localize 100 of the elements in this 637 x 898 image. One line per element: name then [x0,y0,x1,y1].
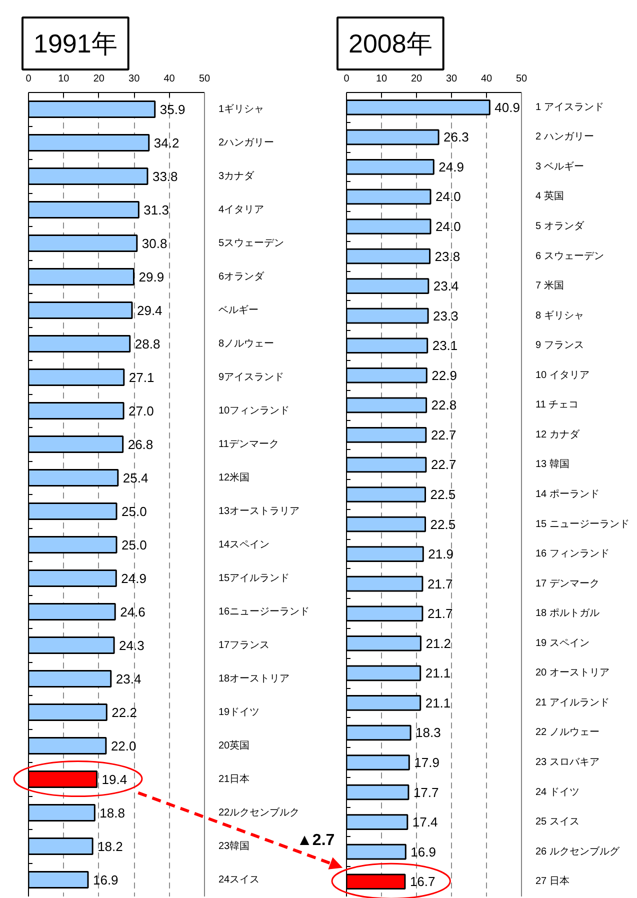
y-tick-label: 19ドイツ [218,706,260,718]
y-tick-label: 14スペイン [218,539,270,550]
y-tick-label: 23 スロバキア [536,757,600,768]
x-tick-label: 0 [344,74,350,84]
y-tick-label: 8ノルウェー [218,338,274,350]
data-label: 22.5 [430,516,456,532]
y-tick-label: 4 英国 [536,190,564,202]
x-tick-label: 20 [93,74,105,84]
data-label: 18.2 [98,838,123,854]
data-label: 24.0 [436,219,461,234]
y-tick-label: 2ハンガリー [218,137,274,148]
y-tick-label: 7 米国 [536,280,564,292]
y-tick-label: 15アイルランド [218,572,290,584]
data-label: 21.1 [425,666,451,681]
y-tick-label: 4イタリア [218,204,264,216]
data-label: 26.3 [444,130,469,145]
chart-title: 1991年 [34,28,118,58]
data-label: 24.9 [121,570,146,586]
data-label: 22.7 [430,427,456,442]
y-tick-label: 24 ドイツ [536,786,580,798]
x-tick-label: 10 [58,74,70,84]
data-label: 17.7 [413,784,439,800]
data-label: 17.4 [412,814,438,830]
data-label: 31.3 [144,202,169,218]
y-tick-label: 13オーストラリア [218,506,300,517]
x-tick-label: 0 [26,74,32,84]
data-label: 19.4 [102,772,128,787]
y-tick-label: 8 ギリシャ [536,309,584,322]
y-tick-label: 11デンマーク [218,438,279,450]
x-tick-label: 40 [164,74,176,84]
data-label: 24.3 [119,638,144,653]
data-label: 25.0 [122,504,147,519]
data-label: 23.4 [116,671,142,686]
x-tick-label: 40 [480,74,492,84]
y-tick-label: 5 オランダ [536,220,585,232]
y-tick-label: 9 フランス [536,340,584,352]
y-tick-label: 20英国 [218,739,250,752]
data-label: 16.7 [410,874,436,890]
y-tick-label: 21 アイルランド [536,697,610,708]
data-label: 18.3 [416,725,441,740]
y-tick-label: 12米国 [218,471,250,484]
y-tick-label: 12 カナダ [536,428,580,440]
data-label: 27.1 [128,370,154,385]
data-label: 25.0 [122,537,147,552]
data-label: 23.3 [433,308,458,324]
data-label: 21.7 [427,576,453,592]
data-label: 30.8 [142,236,168,251]
y-tick-label: 21日本 [218,772,250,785]
x-tick-label: 50 [198,74,210,84]
data-label: 21.7 [427,606,453,622]
data-label: 22.0 [110,738,136,754]
data-label: 24.6 [120,604,146,620]
text: ▲2.7 [296,832,335,849]
data-label: 16.9 [410,844,436,860]
x-tick-label: 50 [516,74,528,84]
data-label: 25.4 [122,470,148,486]
data-label: 34.2 [154,135,180,150]
y-tick-label: 17フランス [218,640,270,651]
y-tick-label: ベルギー [218,304,258,316]
data-label: 16.9 [92,872,118,888]
y-tick-label: 16ニュージーランド [218,606,310,618]
y-tick-label: 9アイスランド [218,372,284,383]
y-tick-label: 18オーストリア [218,673,290,684]
data-label: 33.8 [152,168,178,184]
y-tick-label: 5スウェーデン [218,238,284,249]
data-label: 21.1 [425,695,451,710]
y-tick-label: 26 ルクセンブルグ [536,845,620,858]
data-label: 23.4 [433,278,459,294]
y-tick-label: 3 ベルギー [536,160,584,172]
y-tick-label: 17 デンマーク [536,578,600,590]
data-label: 22.9 [432,368,457,383]
y-tick-label: 24スイス [218,874,260,886]
y-tick-label: 1 アイスランド [536,102,604,113]
data-label: 35.9 [160,102,186,117]
y-tick-label: 16 フィンランド [536,548,610,560]
data-label: 28.8 [134,336,160,352]
data-label: 23.8 [434,248,460,264]
data-label: 24.0 [436,189,461,204]
y-tick-label: 3カナダ [218,170,256,182]
data-label: 27.0 [128,403,154,418]
y-tick-label: 6 スウェーデン [536,250,604,262]
data-label: 29.4 [136,302,162,318]
y-tick-label: 10 イタリア [536,370,590,381]
data-label: 29.9 [138,269,164,284]
data-label: 21.2 [426,636,452,651]
data-label: 17.9 [414,755,440,770]
y-tick-label: 19 スペイン [536,638,590,649]
y-tick-label: 1ギリシャ [218,102,264,115]
data-label: 21.9 [428,546,454,562]
data-label: 40.9 [494,100,520,115]
data-label: 23.1 [432,338,458,354]
y-tick-label: 14 ポーランド [536,489,600,500]
y-tick-label: 2 ハンガリー [536,132,594,143]
data-label: 22.7 [430,457,456,472]
y-tick-label: 27 日本 [536,875,570,888]
chart-title: 2008年 [348,28,432,58]
y-tick-label: 18 ポルトガル [536,608,600,620]
data-label: 22.8 [431,398,457,413]
x-tick-label: 30 [128,74,140,84]
x-tick-label: 20 [410,74,422,84]
